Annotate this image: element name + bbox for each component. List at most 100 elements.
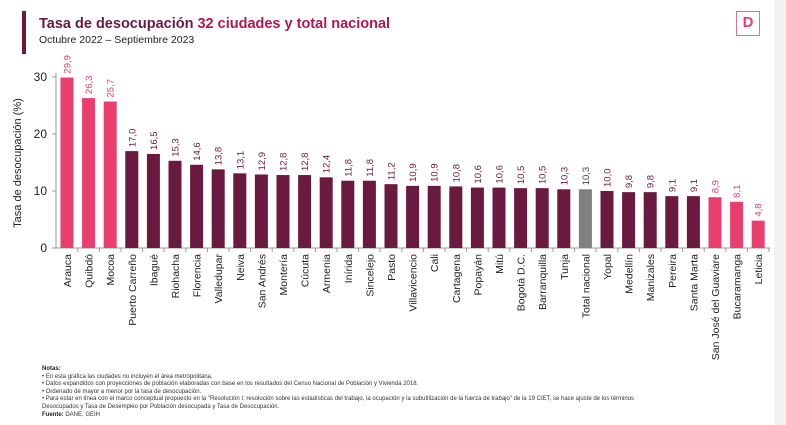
bar (168, 160, 182, 248)
x-tick-label: Sincelejo (364, 254, 376, 297)
y-axis-label: Tasa de desocupación (%) (12, 98, 24, 228)
bar (341, 180, 355, 248)
bar (557, 189, 571, 248)
bar (751, 220, 765, 248)
bar (730, 201, 744, 248)
chart-title: Tasa de desocupación 32 ciudades y total… (39, 16, 390, 32)
x-tick-label: Bogotá D.C. (516, 254, 528, 311)
bar (622, 192, 636, 248)
x-tick-label: Villavicencio (408, 254, 420, 312)
x-tick-label: Mitú (494, 254, 506, 274)
x-tick-label: Cartagena (451, 254, 463, 303)
x-tick-label: Manizales (645, 254, 657, 301)
bar (298, 175, 312, 248)
bar (449, 186, 463, 248)
bar (427, 185, 441, 248)
data-label: 16,5 (149, 131, 160, 150)
data-label: 9,1 (689, 179, 700, 192)
bar (190, 164, 204, 248)
right-margin (774, 0, 786, 425)
bar (643, 192, 657, 248)
data-label: 10,6 (473, 165, 484, 184)
x-tick-label: Barranquilla (537, 254, 549, 310)
data-label: 8,1 (732, 185, 743, 198)
bar (470, 187, 484, 248)
bar (125, 151, 139, 248)
x-tick-label: Riohacha (170, 254, 182, 299)
x-tick-label: Popayán (472, 254, 484, 296)
bar (600, 191, 614, 248)
x-tick-label: San José del Guaviare (710, 254, 722, 360)
x-tick-label: Cali (429, 254, 441, 272)
x-tick-label: Inírida (343, 254, 355, 283)
source: DANE, GEIH (65, 411, 101, 418)
data-label: 9,8 (624, 175, 635, 188)
x-tick-label: Armenia (321, 254, 333, 293)
title-accent-bar (22, 11, 26, 54)
data-label: 9,8 (646, 175, 657, 188)
data-label: 10,5 (516, 166, 527, 185)
bar (362, 180, 376, 248)
bar (535, 188, 549, 248)
data-label: 17,0 (127, 129, 138, 148)
bar (514, 188, 528, 248)
data-label: 12,4 (322, 155, 333, 174)
data-label: 13,8 (214, 147, 225, 166)
data-label: 11,8 (365, 159, 376, 177)
x-tick-label: Medellín (624, 254, 636, 294)
x-tick-label: Santa Marta (688, 254, 700, 311)
note-item: • Para estar en línea con el marco conce… (42, 396, 635, 410)
x-tick-label: Cúcuta (300, 254, 312, 287)
data-label: 11,2 (387, 162, 398, 180)
notes-heading: Notas: (42, 366, 61, 372)
data-label: 26,3 (84, 76, 95, 95)
bar (276, 175, 290, 248)
y-tick-label: 10 (34, 184, 48, 198)
x-tick-label: Pereira (667, 254, 679, 288)
note-item: • En esta gráfica las ciudades no incluy… (42, 373, 213, 380)
bar (686, 196, 700, 248)
data-label: 13,1 (235, 151, 246, 170)
data-label: 10,9 (430, 163, 441, 182)
x-tick-label: Tunja (559, 254, 571, 280)
data-label: 11,8 (343, 159, 354, 177)
x-tick-label: Quibdó (84, 254, 96, 288)
bar-chart: 0 10 20 30 Tasa de desocupación (%) 29,9 Arauc… (12, 55, 770, 360)
data-label: 15,3 (171, 138, 182, 157)
x-tick-label: San Andrés (256, 254, 268, 308)
bar (406, 185, 420, 248)
data-label: 10,3 (559, 167, 570, 186)
data-label: 12,8 (300, 153, 311, 172)
note-item: • Ordenado de mayor a menor por la tasa … (42, 388, 202, 395)
notes: Notas: • En esta gráfica las ciudades no… (42, 366, 662, 419)
data-label: 10,0 (603, 169, 614, 188)
dane-logo-icon: D (736, 11, 760, 36)
bar (708, 197, 722, 248)
bar (319, 177, 333, 248)
data-label: 10,8 (451, 164, 462, 183)
data-label: 10,6 (495, 165, 506, 184)
bar (211, 169, 225, 248)
x-tick-label: Bucaramanga (732, 254, 744, 320)
x-tick-label: Valledupar (213, 254, 225, 304)
bar (384, 184, 398, 248)
x-tick-label: Neiva (235, 254, 247, 281)
x-tick-label: Florencia (192, 254, 204, 297)
bar (492, 187, 506, 248)
bar (578, 189, 592, 248)
note-item: • Datos expandidos con proyecciones de p… (42, 381, 419, 388)
data-label: 8,9 (711, 180, 722, 193)
x-tick-label: Mocoa (105, 254, 117, 286)
bar (82, 98, 96, 248)
data-label: 4,8 (754, 203, 765, 216)
bar (146, 153, 160, 248)
data-label: 10,3 (581, 167, 592, 186)
x-tick-label: Puerto Carreño (127, 254, 139, 326)
bar (103, 101, 117, 248)
data-label: 10,5 (538, 166, 549, 185)
bar (665, 196, 679, 248)
bar (60, 77, 74, 248)
x-tick-label: Montería (278, 254, 290, 296)
data-label: 29,9 (63, 55, 74, 74)
bar (254, 174, 268, 248)
